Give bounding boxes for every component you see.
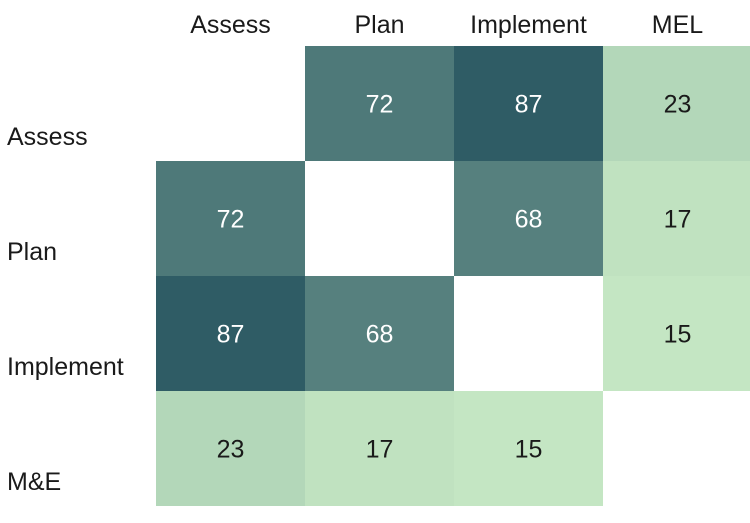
heatmap-cell-assess-plan <box>305 46 454 161</box>
heatmap-cell-implement-mel <box>603 276 750 391</box>
cell-value-label: 23 <box>664 91 692 119</box>
row-label-assess: Assess <box>7 123 88 151</box>
heatmap-cell-assess-mel <box>603 46 750 161</box>
heatmap-cell-implement-assess <box>156 276 305 391</box>
heatmap-cell-mande-plan <box>305 391 454 506</box>
column-label-mel: MEL <box>652 11 704 39</box>
column-label-implement: Implement <box>470 11 587 39</box>
heatmap-cell-assess-implement <box>454 46 603 161</box>
cell-value-label: 72 <box>217 206 245 234</box>
column-labels: Assess Plan Implement MEL <box>190 11 703 39</box>
cell-value-label: 15 <box>515 436 543 464</box>
cell-value-label: 87 <box>217 321 245 349</box>
cell-value-label: 17 <box>366 436 394 464</box>
cell-value-label: 68 <box>515 206 543 234</box>
cell-value-label: 72 <box>366 91 394 119</box>
row-labels: Assess Plan Implement M&E <box>7 123 124 496</box>
row-label-implement: Implement <box>7 353 124 381</box>
cell-value-label: 17 <box>664 206 692 234</box>
heatmap-cell-implement-plan <box>305 276 454 391</box>
cell-value-label: 15 <box>664 321 692 349</box>
cell-value-label: 68 <box>366 321 394 349</box>
heatmap-cell-mande-implement <box>454 391 603 506</box>
cell-value-label: 23 <box>217 436 245 464</box>
cell-value-label: 87 <box>515 91 543 119</box>
heatmap-cell-plan-assess <box>156 161 305 276</box>
column-label-assess: Assess <box>190 11 271 39</box>
heatmap-cells: 72 87 23 72 68 17 87 68 15 23 17 15 <box>156 46 750 506</box>
row-label-plan: Plan <box>7 238 57 266</box>
column-label-plan: Plan <box>354 11 404 39</box>
heatmap-cell-mande-assess <box>156 391 305 506</box>
heatmap-cell-plan-mel <box>603 161 750 276</box>
row-label-mande: M&E <box>7 468 61 496</box>
heatmap-cell-plan-implement <box>454 161 603 276</box>
